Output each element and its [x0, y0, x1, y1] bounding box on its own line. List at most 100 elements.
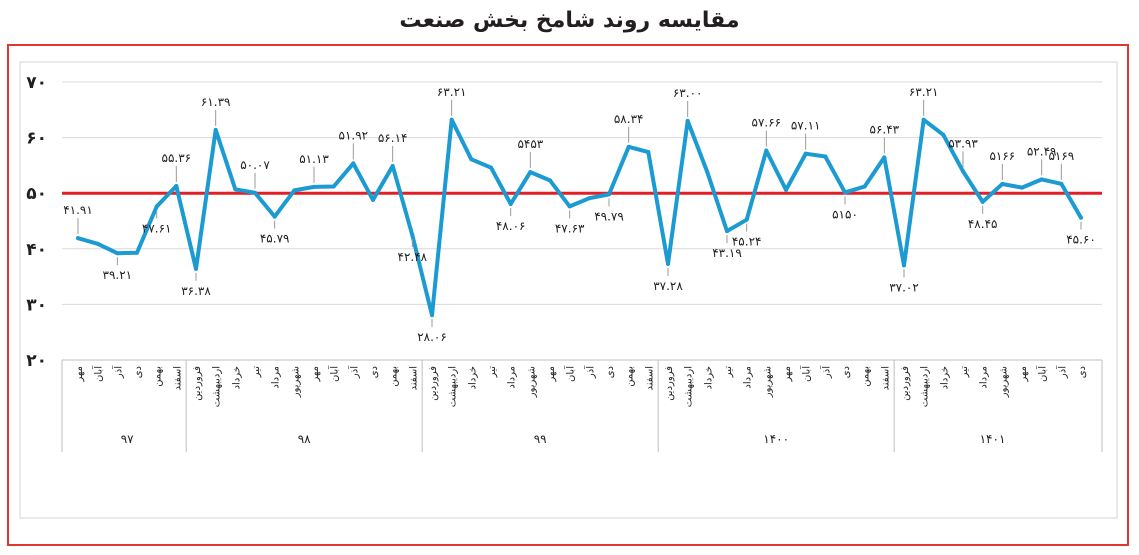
x-tick-label: مرداد	[507, 366, 518, 389]
data-label: ۵۶.۱۴	[378, 131, 408, 145]
data-point	[784, 187, 788, 192]
x-tick-label: مهر	[782, 366, 793, 382]
x-tick-label: تیر	[251, 366, 262, 379]
data-point	[213, 127, 218, 132]
x-tick-label: شهریور	[762, 366, 773, 398]
x-tick-label: خرداد	[939, 366, 950, 389]
x-tick-label: آبان	[800, 365, 813, 382]
data-label: ۵۰.۰۷	[240, 158, 270, 172]
data-point	[1020, 185, 1024, 190]
x-group-label: ۹۹	[534, 432, 547, 446]
data-point	[567, 204, 572, 209]
x-tick-label: آبان	[564, 365, 577, 382]
x-tick-label: تیر	[723, 366, 734, 379]
data-point	[685, 118, 690, 123]
data-label: ۶۳.۰۰	[673, 86, 703, 100]
data-label: ۴۷.۶۱	[142, 222, 172, 236]
data-point	[390, 163, 395, 168]
data-point	[233, 187, 238, 192]
y-tick-label: ۲۰	[26, 351, 47, 371]
data-point	[803, 151, 808, 156]
x-tick-label: فروردین	[428, 366, 439, 401]
data-point	[764, 148, 769, 153]
x-tick-label: دی	[133, 366, 144, 378]
data-label: ۴۱.۹۱	[63, 203, 93, 217]
data-point	[587, 196, 592, 201]
data-point	[174, 183, 179, 188]
data-point	[823, 154, 828, 159]
data-point	[607, 192, 611, 197]
data-label: ۵۴۵۳	[517, 137, 543, 151]
data-point	[115, 251, 120, 256]
x-group-label: ۹۸	[298, 432, 311, 446]
x-tick-label: مهر	[74, 366, 85, 382]
data-point	[1039, 177, 1044, 182]
data-point	[626, 144, 631, 149]
data-point	[705, 170, 710, 175]
data-point	[646, 150, 651, 155]
x-tick-label: شهریور	[290, 366, 301, 398]
x-tick-label: بهمن	[153, 366, 164, 387]
data-point	[272, 214, 277, 219]
data-label: ۵۸.۳۴	[614, 112, 644, 126]
data-label: ۵۲.۴۹	[1027, 144, 1057, 158]
x-tick-label: اردیبهشت	[212, 366, 223, 407]
x-tick-label: تیر	[959, 366, 970, 379]
x-tick-label: مهر	[546, 366, 557, 382]
x-tick-label: اردیبهشت	[920, 366, 931, 407]
data-label: ۵۱۵۰	[832, 207, 858, 221]
data-point	[331, 184, 336, 189]
data-point	[882, 155, 887, 160]
data-label: ۲۸.۰۶	[417, 330, 447, 344]
data-point	[371, 197, 375, 202]
x-tick-label: مرداد	[271, 366, 282, 389]
data-point	[862, 184, 867, 189]
x-tick-label: اسفند	[172, 366, 183, 390]
data-label: ۴۲.۴۸	[398, 250, 428, 264]
data-point	[253, 190, 257, 195]
x-tick-label: مرداد	[743, 366, 754, 389]
data-point	[1059, 181, 1064, 186]
x-tick-label: اسفند	[408, 366, 419, 390]
data-point	[430, 313, 434, 318]
data-label: ۵۶.۴۳	[870, 122, 900, 136]
data-point	[980, 199, 985, 204]
x-tick-label: اسفند	[880, 366, 891, 390]
data-point	[410, 233, 415, 238]
data-point	[508, 201, 513, 206]
x-tick-label: بهمن	[625, 366, 636, 387]
x-tick-label: بهمن	[389, 366, 400, 387]
data-point	[76, 236, 80, 241]
x-tick-label: خرداد	[703, 366, 714, 389]
data-label: ۵۷.۶۶	[752, 116, 782, 130]
data-point	[312, 184, 316, 189]
x-tick-label: آذر	[1055, 365, 1068, 379]
x-tick-label: اسفند	[644, 366, 655, 390]
x-group-label: ۱۴۰۱	[980, 432, 1006, 446]
data-label: ۳۹.۲۱	[103, 268, 133, 282]
x-tick-label: دی	[605, 366, 616, 378]
data-label: ۴۸.۰۶	[496, 219, 526, 233]
y-tick-label: ۵۰	[26, 184, 47, 204]
data-label: ۵۳.۹۳	[948, 136, 978, 150]
x-tick-label: خرداد	[467, 366, 478, 389]
x-tick-label: اردیبهشت	[448, 366, 459, 407]
y-tick-label: ۶۰	[26, 129, 47, 149]
data-label: ۵۱.۱۳	[299, 152, 329, 166]
data-label: ۳۷.۰۲	[889, 280, 919, 294]
x-tick-label: فروردین	[192, 366, 203, 401]
data-label: ۶۳.۲۱	[437, 85, 467, 99]
data-point	[292, 188, 297, 193]
data-label: ۴۸.۴۵	[968, 217, 998, 231]
data-point	[154, 204, 159, 209]
x-group-label: ۹۷	[121, 432, 134, 446]
data-point	[941, 132, 946, 137]
data-label: ۳۷.۲۸	[653, 279, 683, 293]
x-tick-label: آذر	[819, 365, 832, 379]
x-tick-label: بهمن	[861, 366, 872, 387]
data-label: ۴۵.۶۰	[1066, 233, 1096, 247]
y-tick-label: ۳۰	[26, 295, 47, 315]
data-point	[449, 117, 454, 122]
x-tick-label: آذر	[111, 365, 124, 379]
data-label: ۴۷.۶۳	[555, 221, 585, 235]
